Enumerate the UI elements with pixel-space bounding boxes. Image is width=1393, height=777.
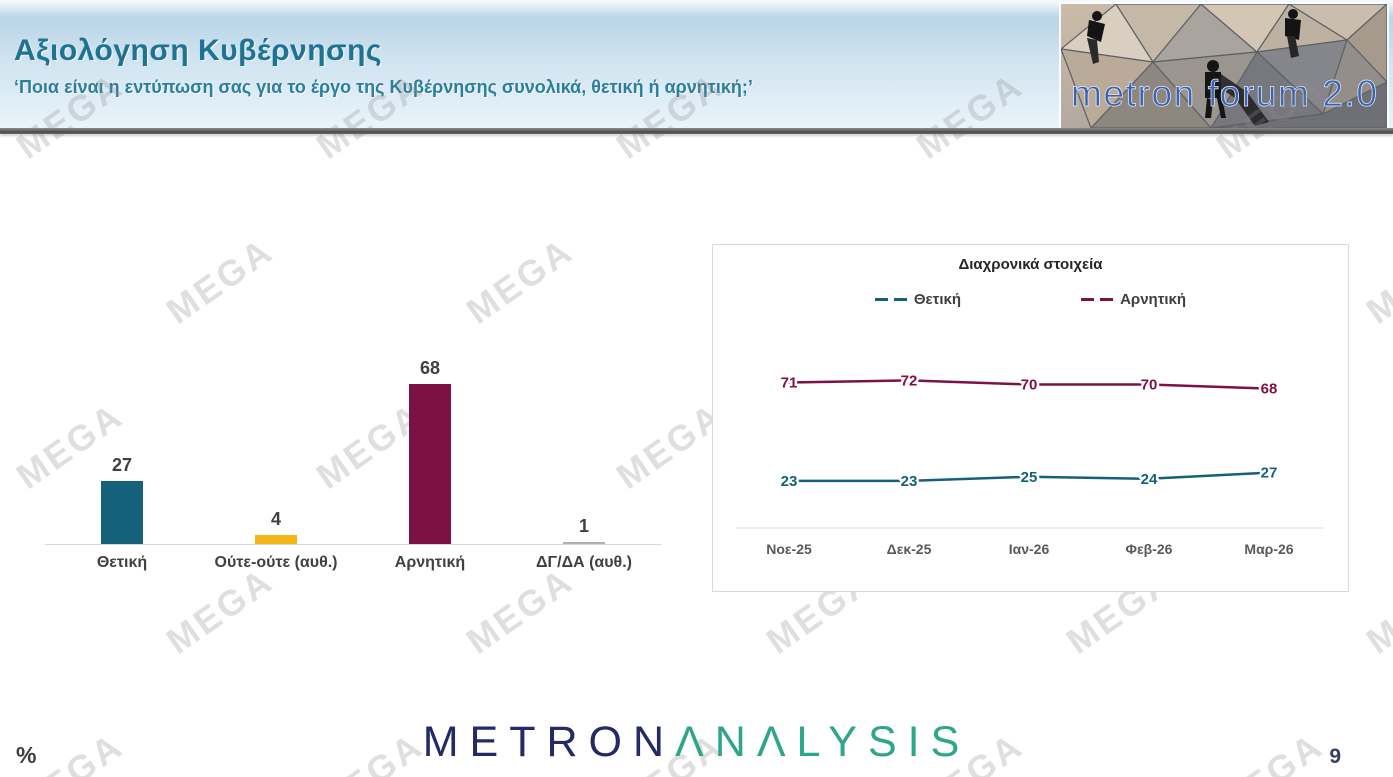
bar: [409, 384, 451, 544]
metron-analysis-logo-metron: METRON: [422, 718, 676, 766]
bar: [255, 534, 297, 544]
trend-panel: Διαχρονικά στοιχεία Θετική Αρνητική Νοε-2…: [712, 244, 1349, 592]
page-subtitle: ‘Ποια είναι η εντύπωση σας για το έργο τ…: [14, 77, 753, 97]
bar-category-label: Αρνητική: [394, 554, 466, 571]
trend-x-tick-label: Ιαν-26: [1009, 541, 1050, 557]
legend-dash-marker: [893, 298, 907, 301]
trend-data-label: 23: [901, 473, 918, 490]
bar-category-label: Ούτε-ούτε (αυθ.): [214, 554, 338, 571]
trend-data-label: 70: [1021, 377, 1038, 394]
bar-category-label: Θετική: [96, 554, 148, 571]
bar-column: 4: [199, 509, 353, 544]
legend-label: Αρνητική: [1120, 291, 1187, 308]
trend-x-tick-label: Νοε-25: [766, 541, 812, 557]
bar-chart-plot-area: 27 4 68 1: [45, 352, 661, 545]
trend-data-label: 27: [1261, 465, 1278, 482]
metron-forum-logo: metron forum 2.0: [1061, 4, 1387, 128]
page-number: 9: [1329, 745, 1341, 768]
page-title: Αξιολόγηση Κυβέρνησης: [14, 34, 383, 67]
bar-chart-category-axis: Θετική Ούτε-ούτε (αυθ.) Αρνητική ΔΓ/ΔΑ (αυθ…: [45, 554, 661, 572]
mega-watermark: MEGA: [1358, 229, 1393, 332]
trend-line-chart: Νοε-25 Δεκ-25 Ιαν-26 Φεβ-26 Μαρ-26 23 23 25 24 27…: [736, 370, 1324, 557]
bar-value-label: 68: [419, 358, 441, 379]
trend-x-tick-label: Φεβ-26: [1126, 541, 1173, 557]
mega-watermark: MEGA: [458, 559, 581, 662]
metron-forum-logo-image: metron forum 2.0: [1061, 4, 1387, 128]
trend-data-label: 24: [1141, 471, 1158, 488]
mega-watermark: MEGA: [158, 559, 281, 662]
legend-dash-marker: [1081, 298, 1095, 301]
bar-value-label: 1: [578, 515, 589, 536]
bar: [101, 480, 143, 544]
trend-line-series-0: [787, 471, 1271, 483]
bar-column: 68: [353, 358, 507, 544]
bar-column: 1: [507, 516, 661, 544]
trend-x-tick-label: Μαρ-26: [1244, 541, 1293, 557]
bar: [563, 541, 605, 544]
trend-x-tick-label: Δεκ-25: [887, 541, 932, 557]
trend-data-label: 25: [1021, 469, 1038, 486]
trend-data-label: 72: [901, 372, 918, 389]
bar-value-label: 27: [111, 454, 133, 475]
bar-column: 27: [45, 455, 199, 544]
metron-analysis-logo-analysis: ΛNΛLYSIS: [675, 718, 971, 766]
legend-dash-marker: [1100, 298, 1114, 301]
mega-watermark: MEGA: [458, 229, 581, 332]
trend-data-label: 71: [781, 374, 798, 391]
mega-watermark: MEGA: [158, 229, 281, 332]
legend-label: Θετική: [913, 291, 962, 308]
mega-watermark: MEGA: [1358, 559, 1393, 662]
header-titles: Αξιολόγηση Κυβέρνησης ‘Ποια είναι η εντύ…: [14, 34, 753, 98]
legend-dash-marker: [874, 298, 888, 301]
trend-panel-title: Διαχρονικά στοιχεία: [958, 256, 1103, 273]
trend-data-label: 70: [1141, 377, 1158, 394]
metron-forum-logo-text: metron forum 2.0: [1071, 73, 1377, 114]
bar-chart: 27 4 68 1 Θετική Ούτε-ούτε (αυθ.) Αρνητική ΔΓ/…: [45, 352, 661, 572]
legend-item: Αρνητική: [1081, 291, 1186, 308]
bar-category-label: ΔΓ/ΔΑ (αυθ.): [536, 554, 632, 571]
header-divider: [0, 128, 1393, 134]
percent-label: %: [16, 742, 37, 768]
legend-item: Θετική: [874, 291, 962, 308]
metron-analysis-logo: METRONΛNΛLYSIS: [0, 718, 1393, 767]
trend-data-label: 68: [1261, 381, 1278, 398]
bar-value-label: 4: [270, 508, 281, 529]
trend-line-series-1: [787, 379, 1271, 390]
trend-legend: Θετική Αρνητική: [713, 291, 1348, 308]
trend-data-label: 23: [781, 473, 798, 490]
